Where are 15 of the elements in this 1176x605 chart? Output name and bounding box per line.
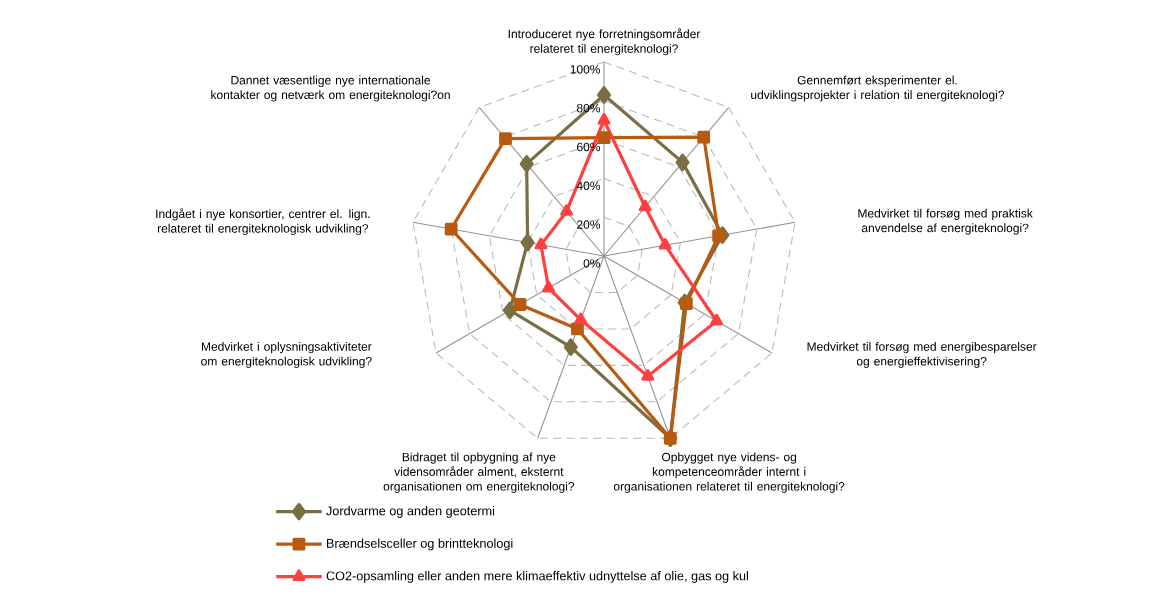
- spoke-label: Opbygget nye videns- og kompetenceområder internt i organisationen relateret til energiteknologi?: [613, 452, 845, 493]
- y-tick-label: 100%: [570, 65, 601, 74]
- legend-label: Brændselsceller og brintteknologi: [327, 538, 513, 551]
- y-tick-label: 0%: [583, 259, 601, 268]
- spoke-label: Medvirket til forsøg med energibesparelser og energieffektivisering?: [807, 342, 1037, 368]
- spoke-label: Gennemført eksperimenter el. udviklingsprojekter i relation til energiteknologi?: [751, 75, 1005, 102]
- spoke-label: Medvirket til forsøg med praktisk anvendelse af energiteknologi?: [858, 208, 1033, 235]
- y-tick-label: 20%: [577, 220, 601, 229]
- spoke-label: Indgået i nye konsortier, centrer el. lign. relateret til energiteknologisk udvikling?: [156, 208, 370, 236]
- spoke-label: Bidraget til opbygning af nye vidensområder alment, eksternt organisationen om energiteknologi?: [383, 452, 575, 493]
- legend-label: Jordvarme og anden geotermi: [326, 506, 495, 518]
- spoke-label: Dannet væsentlige nye internationale kontakter og netværk om energiteknologi?on: [211, 75, 450, 102]
- spoke-label: Medvirket i oplysningsaktiviteter om energiteknologisk udvikling?: [201, 342, 372, 368]
- spoke-label: Introduceret nye forretningsområder relateret til energiteknologi?: [508, 28, 701, 56]
- legend-label: CO2-opsamling eller anden mere klimaeffektiv udnyttelse af olie, gas og kul: [326, 571, 748, 583]
